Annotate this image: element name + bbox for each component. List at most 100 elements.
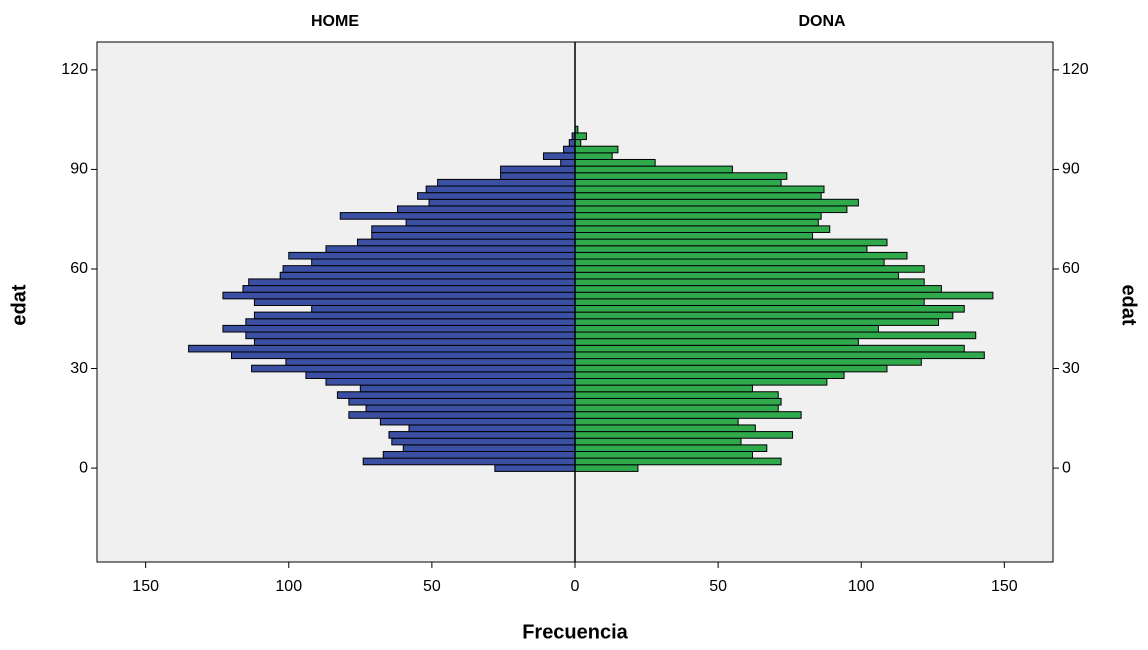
- bar: [356, 238, 576, 247]
- bar: [563, 145, 576, 154]
- bar: [574, 165, 733, 174]
- bar: [574, 198, 859, 207]
- bar: [574, 384, 753, 393]
- bar: [574, 251, 908, 260]
- y-tick-label: 0: [79, 459, 88, 476]
- bar: [574, 238, 888, 247]
- y-tick-label: 30: [70, 360, 88, 377]
- bar: [231, 351, 576, 360]
- x-tick-label: 0: [571, 578, 580, 595]
- y-tick-label: 60: [70, 260, 88, 277]
- bar: [305, 371, 576, 379]
- bar: [574, 344, 965, 353]
- bar: [574, 311, 954, 320]
- x-tick-label: 150: [991, 578, 1018, 595]
- bar: [574, 411, 802, 419]
- y-tick-label-right: 90: [1062, 161, 1080, 178]
- bar: [574, 404, 779, 413]
- bar: [371, 225, 576, 233]
- bar: [574, 417, 739, 426]
- y-tick-label-right: 30: [1062, 360, 1080, 377]
- bar: [222, 324, 576, 333]
- bar: [428, 198, 576, 207]
- y-axis-label: edat: [8, 284, 30, 325]
- bar: [574, 172, 788, 180]
- bar: [245, 331, 576, 340]
- x-tick-label: 100: [848, 578, 875, 595]
- x-tick-label: 50: [423, 578, 441, 595]
- bar: [397, 205, 576, 214]
- y-tick-label-right: 60: [1062, 260, 1080, 277]
- bar: [248, 278, 576, 287]
- bar: [574, 278, 925, 287]
- bar: [288, 251, 576, 260]
- bar: [574, 158, 656, 167]
- bar: [574, 265, 925, 273]
- bar: [336, 391, 576, 399]
- bar: [574, 457, 782, 466]
- x-tick-label: 100: [275, 578, 302, 595]
- y-tick-label-right: 120: [1062, 61, 1089, 78]
- bar: [405, 218, 576, 227]
- bar: [222, 291, 576, 300]
- bar: [382, 450, 576, 459]
- bar: [348, 397, 576, 406]
- bar: [325, 377, 576, 386]
- bar: [253, 338, 576, 346]
- bar: [574, 298, 925, 306]
- bar: [279, 271, 576, 280]
- bar: [245, 318, 576, 326]
- bar: [417, 192, 576, 200]
- bar: [574, 364, 888, 373]
- bar: [574, 324, 879, 333]
- bar: [574, 178, 782, 187]
- panel-title: HOME: [311, 13, 359, 30]
- bar: [242, 285, 576, 293]
- bar: [574, 444, 768, 452]
- bar: [388, 431, 576, 439]
- bar: [574, 145, 619, 154]
- bar: [574, 450, 753, 459]
- bar: [574, 258, 885, 267]
- panel-title: DONA: [798, 13, 846, 30]
- bar: [574, 132, 587, 141]
- bar: [311, 304, 576, 313]
- bar: [574, 139, 582, 147]
- bar: [574, 231, 814, 240]
- bar: [574, 358, 922, 366]
- bar: [500, 165, 576, 174]
- bar: [251, 364, 576, 373]
- bar: [188, 344, 576, 353]
- bar: [574, 291, 994, 300]
- bar: [574, 212, 822, 220]
- bar: [574, 464, 639, 472]
- bar: [362, 457, 576, 466]
- bar: [560, 158, 576, 167]
- bar: [359, 384, 576, 393]
- bar: [574, 304, 965, 313]
- bar: [253, 311, 576, 320]
- bar: [574, 437, 742, 446]
- y-tick-label: 120: [61, 61, 88, 78]
- y-axis-label-right: edat: [1118, 284, 1140, 325]
- bar: [311, 258, 576, 267]
- bar: [574, 424, 756, 433]
- bar: [574, 152, 613, 160]
- bar: [574, 218, 819, 227]
- bar: [574, 431, 794, 439]
- bar: [574, 285, 942, 293]
- bar: [574, 377, 828, 386]
- bar: [348, 411, 576, 419]
- bar: [425, 185, 576, 194]
- bar: [325, 245, 576, 253]
- bar: [402, 444, 576, 452]
- bar: [574, 351, 985, 360]
- bar: [574, 371, 845, 379]
- bar: [339, 212, 576, 220]
- bar: [574, 397, 782, 406]
- bar: [574, 225, 831, 233]
- bar: [365, 404, 576, 413]
- bar: [253, 298, 576, 306]
- bar: [494, 464, 576, 472]
